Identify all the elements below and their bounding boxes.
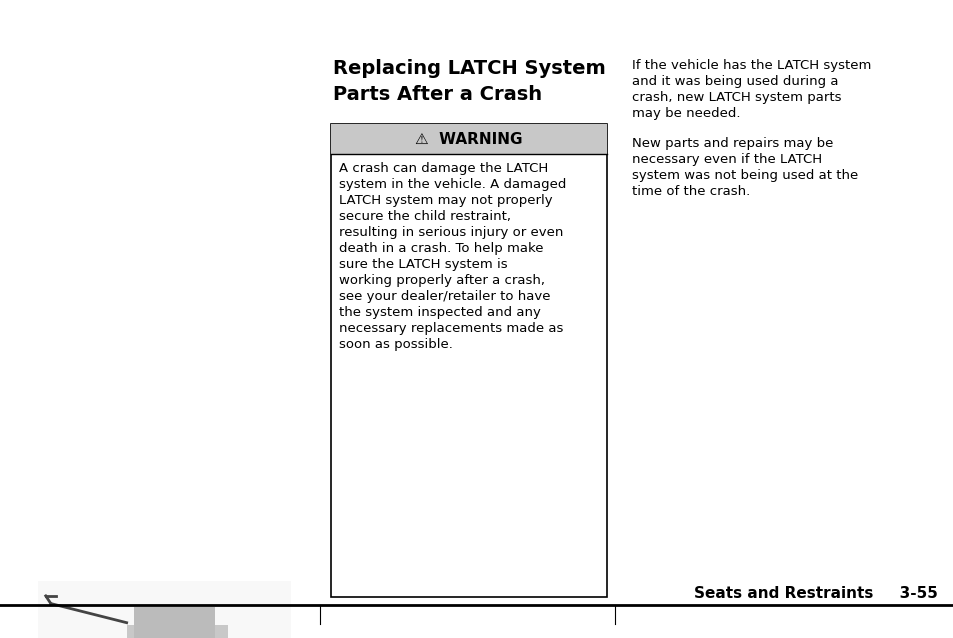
Bar bbox=[134, 607, 214, 638]
Bar bbox=[331, 124, 606, 154]
Text: may be needed.: may be needed. bbox=[631, 107, 740, 120]
Text: the system inspected and any: the system inspected and any bbox=[338, 306, 540, 320]
Text: A crash can damage the LATCH: A crash can damage the LATCH bbox=[338, 163, 548, 175]
Text: death in a crash. To help make: death in a crash. To help make bbox=[338, 242, 543, 255]
Text: crash, new LATCH system parts: crash, new LATCH system parts bbox=[631, 91, 841, 104]
Text: sure the LATCH system is: sure the LATCH system is bbox=[338, 258, 507, 271]
Text: system was not being used at the: system was not being used at the bbox=[631, 168, 857, 182]
Text: see your dealer/retailer to have: see your dealer/retailer to have bbox=[338, 290, 550, 304]
Text: secure the child restraint,: secure the child restraint, bbox=[338, 211, 511, 223]
Text: necessary even if the LATCH: necessary even if the LATCH bbox=[631, 152, 821, 166]
Text: working properly after a crash,: working properly after a crash, bbox=[338, 274, 544, 287]
Text: LATCH system may not properly: LATCH system may not properly bbox=[338, 195, 552, 207]
Text: and it was being used during a: and it was being used during a bbox=[631, 75, 838, 87]
Bar bbox=[38, 581, 291, 638]
Text: Parts After a Crash: Parts After a Crash bbox=[333, 85, 541, 104]
Text: New parts and repairs may be: New parts and repairs may be bbox=[631, 137, 832, 150]
Text: ⚠  WARNING: ⚠ WARNING bbox=[415, 132, 522, 147]
Text: time of the crash.: time of the crash. bbox=[631, 184, 749, 198]
Text: If the vehicle has the LATCH system: If the vehicle has the LATCH system bbox=[631, 59, 870, 71]
Bar bbox=[127, 625, 228, 638]
Text: soon as possible.: soon as possible. bbox=[338, 338, 453, 352]
Text: Seats and Restraints     3-55: Seats and Restraints 3-55 bbox=[693, 586, 937, 601]
Text: resulting in serious injury or even: resulting in serious injury or even bbox=[338, 226, 563, 239]
Text: Replacing LATCH System: Replacing LATCH System bbox=[333, 59, 605, 78]
Text: necessary replacements made as: necessary replacements made as bbox=[338, 322, 563, 336]
Text: system in the vehicle. A damaged: system in the vehicle. A damaged bbox=[338, 179, 566, 191]
Bar bbox=[331, 124, 606, 597]
